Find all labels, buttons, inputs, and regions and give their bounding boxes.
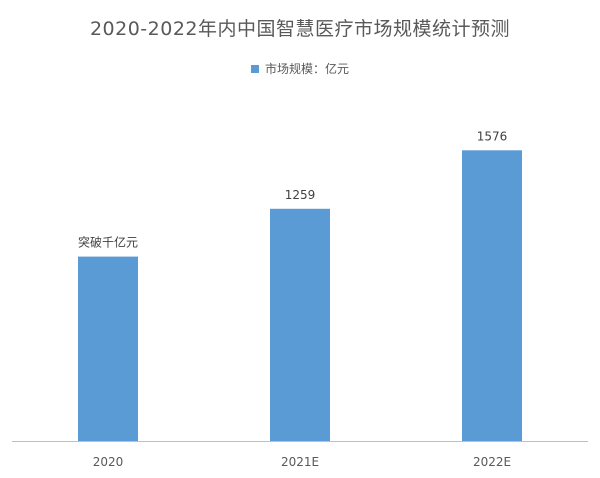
chart-title: 2020-2022年内中国智慧医疗市场规模统计预测 [89,18,511,40]
bars-layer [78,150,522,442]
x-tick-label-2021E: 2021E [281,455,319,469]
x-tick-label-2022E: 2022E [473,455,511,469]
legend: 市场规模：亿元 [0,60,600,77]
x-tick-label-2020: 2020 [93,455,124,469]
data-label-2020: 突破千亿元 [78,235,138,250]
legend-swatch [250,64,259,73]
data-label-2021E: 1259 [285,188,316,202]
bar-2020 [78,256,138,441]
labels-layer: 突破千亿元 2020 1259 2021E 1576 2022E [78,129,511,469]
data-label-2022E: 1576 [477,129,508,143]
bar-2022E [462,150,522,442]
legend-label: 市场规模：亿元 [264,62,349,76]
bar-2021E [270,208,330,441]
